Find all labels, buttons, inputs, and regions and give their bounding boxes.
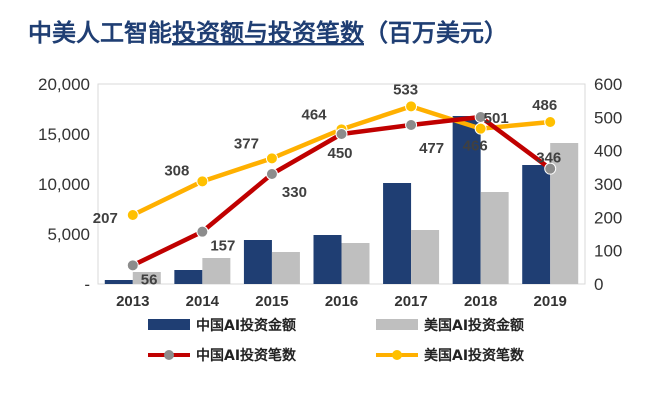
bar-cn-amount (313, 235, 342, 284)
data-label-us-count: 308 (164, 162, 189, 179)
bar-cn-amount (522, 165, 551, 284)
point-cn-count (544, 162, 557, 175)
point-cn-count (196, 225, 209, 238)
point-cn-count (126, 259, 139, 272)
bar-cn-amount (174, 270, 203, 284)
bar-cn-amount (383, 183, 412, 284)
bar-cn-amount (452, 116, 481, 284)
point-us-count (265, 152, 278, 165)
point-us-count (196, 175, 209, 188)
data-label-cn-count: 56 (141, 271, 158, 288)
x-tick-label: 2015 (255, 293, 288, 310)
data-label-cn-count: 501 (484, 110, 509, 127)
bar-cn-amount (243, 240, 272, 284)
bar-us-amount (480, 192, 509, 284)
data-label-cn-count: 450 (328, 145, 353, 162)
y-right-tick-label: 600 (594, 75, 622, 94)
point-us-count (474, 122, 487, 135)
x-tick-label: 2017 (394, 293, 427, 310)
point-us-count (544, 116, 557, 128)
y-right-tick-label: 200 (594, 208, 622, 227)
x-tick-label: 2013 (116, 293, 149, 310)
y-left-tick-label: 15,000 (38, 125, 90, 144)
bar-us-amount (341, 243, 370, 284)
y-right-tick-label: 500 (594, 108, 622, 127)
data-label-cn-count: 157 (210, 238, 235, 255)
legend-label: 美国AI投资金额 (424, 317, 524, 334)
title-prefix: 中美人工智能 (28, 19, 172, 47)
y-right-tick-label: 300 (594, 175, 622, 194)
y-right-tick-label: 0 (594, 275, 603, 294)
data-label-us-count: 377 (234, 135, 259, 152)
data-label-cn-count: 346 (536, 150, 561, 167)
bar-us-amount (271, 252, 300, 284)
x-tick-label: 2016 (325, 293, 358, 310)
bar-us-amount (411, 230, 440, 284)
data-label-us-count: 207 (93, 210, 118, 227)
point-cn-count (405, 119, 418, 131)
x-tick-label: 2014 (186, 293, 220, 310)
point-us-count (126, 209, 139, 221)
chart-title: 中美人工智能投资额与投资笔数（百万美元） (28, 19, 508, 47)
y-left-tick-label: 10,000 (38, 175, 90, 194)
bar-us-amount (132, 272, 161, 284)
data-label-us-count: 464 (302, 106, 328, 123)
data-label-us-count: 486 (532, 97, 557, 114)
y-left-tick-label: 20,000 (38, 75, 90, 94)
legend-swatch (376, 319, 418, 330)
legend-label: 美国AI投资笔数 (424, 347, 525, 364)
data-label-cn-count: 330 (282, 184, 307, 201)
title-underlined: 投资额与投资笔数 (172, 19, 365, 47)
plot-area: - 5,000 10,000 15,000 20,000 0 100 200 300 400 500… (38, 75, 622, 310)
point-cn-count (474, 111, 487, 123)
point-cn-count (335, 128, 348, 140)
y-right-tick-label: 100 (594, 242, 622, 261)
legend-swatch-marker (392, 350, 402, 360)
point-us-count (405, 100, 418, 113)
x-tick-label: 2019 (534, 293, 567, 310)
legend-swatch (148, 319, 190, 330)
data-label-us-count: 533 (393, 81, 418, 98)
y-left-tick-label: - (84, 275, 90, 294)
legend-label: 中国AI投资金额 (196, 317, 296, 334)
point-cn-count (265, 168, 278, 180)
y-left-tick-label: 5,000 (47, 225, 90, 244)
bar-us-amount (202, 258, 231, 284)
bar-cn-amount (104, 280, 133, 284)
legend-swatch-marker (164, 350, 174, 360)
title-suffix: （百万美元） (364, 19, 508, 47)
legend-label: 中国AI投资笔数 (196, 347, 297, 364)
data-label-cn-count: 477 (419, 140, 444, 157)
x-tick-label: 2018 (464, 293, 497, 310)
data-label-us-count: 466 (463, 138, 488, 155)
y-right-tick-label: 400 (594, 142, 622, 161)
